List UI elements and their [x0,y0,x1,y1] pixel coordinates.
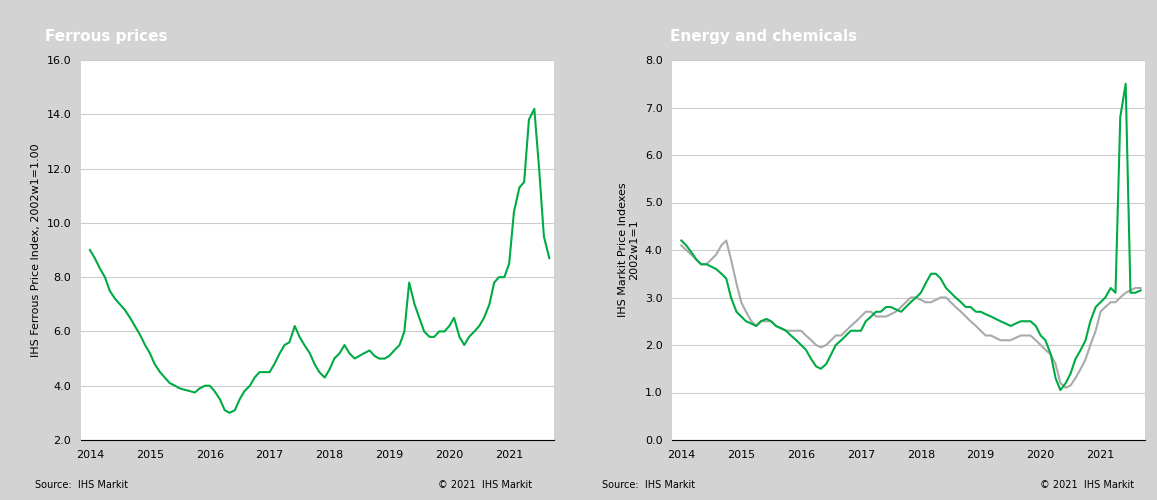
Text: © 2021  IHS Markit: © 2021 IHS Markit [1040,480,1134,490]
Legend: Energy, Chemicals: Energy, Chemicals [809,499,1010,500]
Text: Ferrous prices: Ferrous prices [45,29,168,44]
Text: Source:  IHS Markit: Source: IHS Markit [35,480,127,490]
Y-axis label: IHS Markit Price Indexes
2002w1=1: IHS Markit Price Indexes 2002w1=1 [618,182,640,318]
Text: © 2021  IHS Markit: © 2021 IHS Markit [439,480,532,490]
Text: Energy and chemicals: Energy and chemicals [670,29,857,44]
Text: Source:  IHS Markit: Source: IHS Markit [602,480,694,490]
Y-axis label: IHS Ferrous Price Index, 2002w1=1.00: IHS Ferrous Price Index, 2002w1=1.00 [31,143,40,357]
